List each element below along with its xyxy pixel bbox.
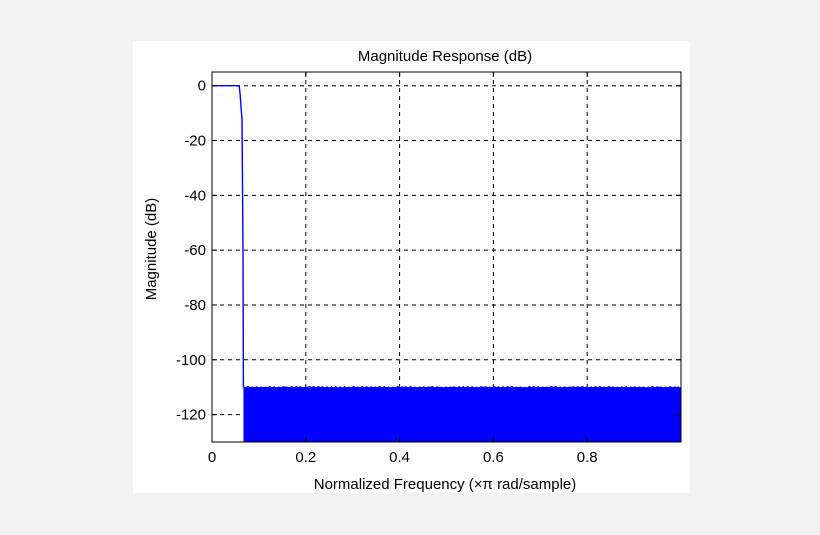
magnitude-response-chart: Magnitude Response (dB) 0 0.2 0.4 0.6 0.8 0 -2… xyxy=(143,48,682,493)
x-tick-label: 0.8 xyxy=(577,449,598,466)
y-axis-label: Magnitude (dB) xyxy=(143,198,160,301)
grid xyxy=(212,72,681,442)
x-tick-label: 0 xyxy=(208,449,216,466)
y-tick-label: -100 xyxy=(176,352,206,369)
stopband-ripple-edge xyxy=(242,385,680,390)
y-tick-label: -80 xyxy=(184,297,206,314)
data-series xyxy=(212,85,681,442)
x-tick-label: 0.2 xyxy=(295,449,316,466)
y-tick-label: -20 xyxy=(184,133,206,150)
ticks: 0 0.2 0.4 0.6 0.8 0 -20 -40 -60 -80 -100 -120 xyxy=(176,72,681,466)
figure: Magnitude Response (dB) 0 0.2 0.4 0.6 0.8 0 -2… xyxy=(133,41,690,493)
stopband-region xyxy=(243,387,681,442)
y-tick-label: -40 xyxy=(184,187,206,204)
y-tick-label: 0 xyxy=(198,78,206,95)
axes-frame xyxy=(211,71,682,443)
y-tick-label: -60 xyxy=(184,242,206,259)
x-tick-label: 0.6 xyxy=(483,449,504,466)
x-tick-label: 0.4 xyxy=(389,449,410,466)
x-axis-label: Normalized Frequency (×π rad/sample) xyxy=(314,476,577,493)
magnitude-series-line xyxy=(212,85,245,388)
y-tick-label: -120 xyxy=(176,407,206,424)
chart-title: Magnitude Response (dB) xyxy=(358,48,532,65)
